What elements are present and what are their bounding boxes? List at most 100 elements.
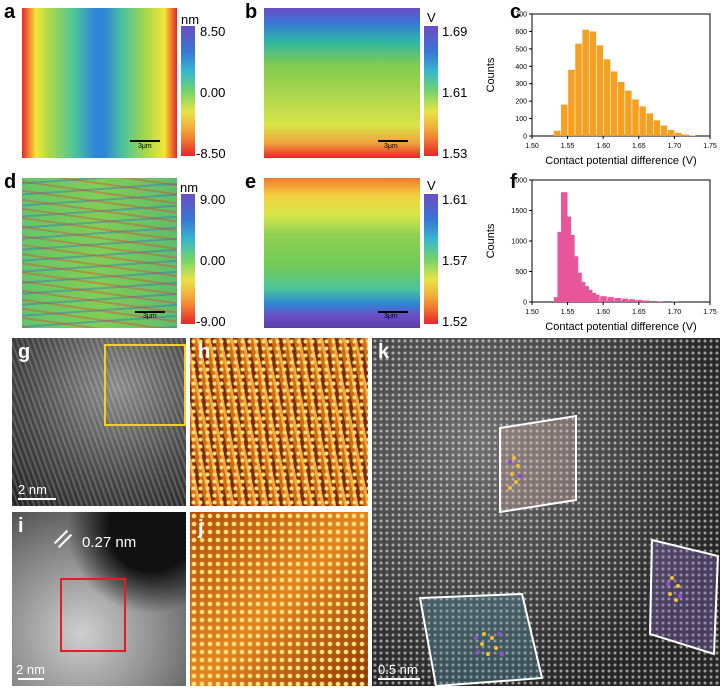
hist-bar <box>561 104 568 136</box>
hist-bar <box>582 286 589 302</box>
scale-text-b: 3μm <box>384 143 398 150</box>
colorbar-max-e: 1.61 <box>442 192 468 207</box>
hist-bar <box>632 99 639 136</box>
panel-label-k: k <box>378 341 390 363</box>
x-tick-label: 1.70 <box>668 309 682 316</box>
hist-bar <box>667 129 675 136</box>
afm-height-map-a <box>22 8 177 158</box>
hist-bar <box>660 125 668 136</box>
hist-bar <box>564 216 572 302</box>
hist-bar <box>625 90 632 136</box>
hist-bar <box>646 113 653 136</box>
hist-bar <box>600 296 607 302</box>
scale-bar-k <box>378 678 420 680</box>
lattice-spacing-text: 0.27 nm <box>82 534 137 551</box>
colorbar-e <box>424 194 438 324</box>
panel-label-c: c <box>510 1 522 23</box>
panel-label-d: d <box>4 171 17 193</box>
x-tick-label: 1.55 <box>561 143 575 150</box>
x-tick-label: 1.55 <box>561 309 575 316</box>
hist-bar <box>589 31 597 136</box>
x-axis-label: Contact potential difference (V) <box>545 321 696 333</box>
scale-bar-d <box>135 311 165 323</box>
hist-bar <box>621 298 629 302</box>
y-tick-label: 400 <box>515 64 527 71</box>
afm-height-map-d <box>22 178 177 328</box>
y-tick-label: 600 <box>515 29 527 36</box>
y-tick-label: 500 <box>515 269 527 276</box>
scale-bar-i <box>18 678 44 680</box>
hist-bar <box>553 130 561 136</box>
scale-text-g: 2 nm <box>18 482 47 497</box>
colorbar-mid-d: 0.00 <box>200 253 226 268</box>
hist-bar <box>635 299 643 302</box>
y-tick-label: 100 <box>515 116 527 123</box>
scale-bar-b <box>378 140 408 152</box>
colorbar-unit-e: V <box>427 178 436 193</box>
colorbar-max-a: 8.50 <box>200 24 226 39</box>
panel-label-b: b <box>245 1 258 23</box>
hist-bar <box>575 43 582 136</box>
y-tick-label: 1500 <box>511 208 527 215</box>
hist-bar <box>589 292 597 302</box>
colorbar-min-d: -9.00 <box>196 314 226 329</box>
panel-label-f: f <box>510 171 517 193</box>
y-tick-label: 2000 <box>511 178 527 185</box>
panel-label-e: e <box>245 171 257 193</box>
scale-text-e: 3μm <box>384 313 398 320</box>
x-axis-label: Contact potential difference (V) <box>545 155 696 167</box>
selection-box-i <box>60 578 126 652</box>
hist-bar <box>614 298 621 302</box>
colorbar-max-d: 9.00 <box>200 192 226 207</box>
selection-box-g <box>104 344 186 426</box>
panel-label-g: g <box>18 341 31 363</box>
haadf-image-k: 0.5 nm <box>372 338 720 686</box>
x-tick-label: 1.50 <box>525 309 539 316</box>
histogram-f: 1.50 1.55 1.60 1.65 1.70 1.75 0 500 1000 1500 2000… <box>485 178 717 334</box>
hist-bar <box>553 297 561 302</box>
y-tick-label: 200 <box>515 99 527 106</box>
tem-image-i: 0.27 nm 2 nm <box>12 512 186 686</box>
colorbar-mid-b: 1.61 <box>442 85 468 100</box>
y-tick-label: 1000 <box>511 239 527 246</box>
hist-bar <box>689 135 696 136</box>
hist-bar <box>596 45 604 136</box>
hist-bar <box>639 106 646 136</box>
tem-zoom-j <box>190 512 368 686</box>
y-axis-label: Counts <box>485 57 497 92</box>
y-tick-label: 0 <box>523 134 527 141</box>
y-tick-label: 700 <box>515 12 527 19</box>
scale-bar-e <box>378 311 408 323</box>
hist-bar <box>682 134 689 136</box>
hist-bar <box>618 81 625 136</box>
panel-label-h: h <box>198 341 211 363</box>
hist-bar <box>578 281 586 302</box>
scale-text-a: 3μm <box>138 143 152 150</box>
hist-bar <box>585 289 593 302</box>
colorbar-unit-d: nm <box>180 180 199 195</box>
tem-zoom-h <box>190 338 368 506</box>
x-tick-label: 1.75 <box>703 309 717 316</box>
hist-bar <box>561 192 568 302</box>
hist-bar <box>593 294 600 302</box>
colorbar-a <box>181 26 195 156</box>
hist-bar <box>582 29 589 136</box>
hist-bar <box>575 272 582 302</box>
tem-image-g: 2 nm <box>12 338 186 506</box>
colorbar-unit-a: nm <box>181 12 200 27</box>
hist-bar <box>642 300 650 302</box>
hist-bar <box>568 234 575 302</box>
panel-label-a: a <box>4 1 16 23</box>
histogram-c: 1.50 1.55 1.60 1.65 1.70 1.75 0 100 200 300 400 500… <box>485 12 717 168</box>
y-tick-label: 500 <box>515 46 527 53</box>
kpfm-map-e <box>264 178 420 328</box>
colorbar-mid-a: 0.00 <box>200 85 226 100</box>
structure-overlays <box>418 414 720 686</box>
x-tick-label: 1.60 <box>596 143 610 150</box>
panel-label-i: i <box>18 515 24 537</box>
colorbar-min-a: -8.50 <box>196 146 226 161</box>
scale-bar-g <box>18 498 56 500</box>
x-tick-label: 1.65 <box>632 309 646 316</box>
colorbar-unit-b: V <box>427 10 436 25</box>
hist-bar <box>674 132 682 136</box>
